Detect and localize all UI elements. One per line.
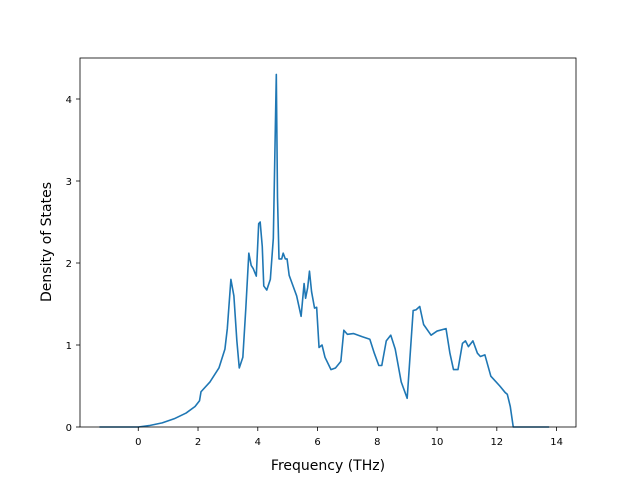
x-tick-label: 8 <box>374 437 380 448</box>
x-tick-label: 10 <box>431 437 444 448</box>
plot-frame <box>79 57 577 428</box>
x-tick-label: 0 <box>135 437 141 448</box>
x-tick-label: 2 <box>195 437 201 448</box>
x-tick-label: 12 <box>490 437 503 448</box>
x-tick-label: 4 <box>255 437 261 448</box>
y-tick-label: 2 <box>66 259 72 270</box>
y-tick-label: 3 <box>66 177 72 188</box>
y-tick-label: 4 <box>66 95 72 106</box>
y-tick-label: 0 <box>66 423 72 434</box>
x-tick-label: 6 <box>314 437 320 448</box>
y-axis: 0 1 2 3 4 <box>66 95 80 434</box>
dos-line <box>99 73 550 428</box>
x-tick-label: 14 <box>550 437 563 448</box>
x-axis-title: Frequency (THz) <box>271 458 385 474</box>
y-tick-label: 1 <box>66 341 72 352</box>
x-axis: 0 2 4 6 8 10 12 14 <box>135 427 563 448</box>
series-layer <box>99 73 550 428</box>
y-axis-title: Density of States <box>39 182 55 302</box>
